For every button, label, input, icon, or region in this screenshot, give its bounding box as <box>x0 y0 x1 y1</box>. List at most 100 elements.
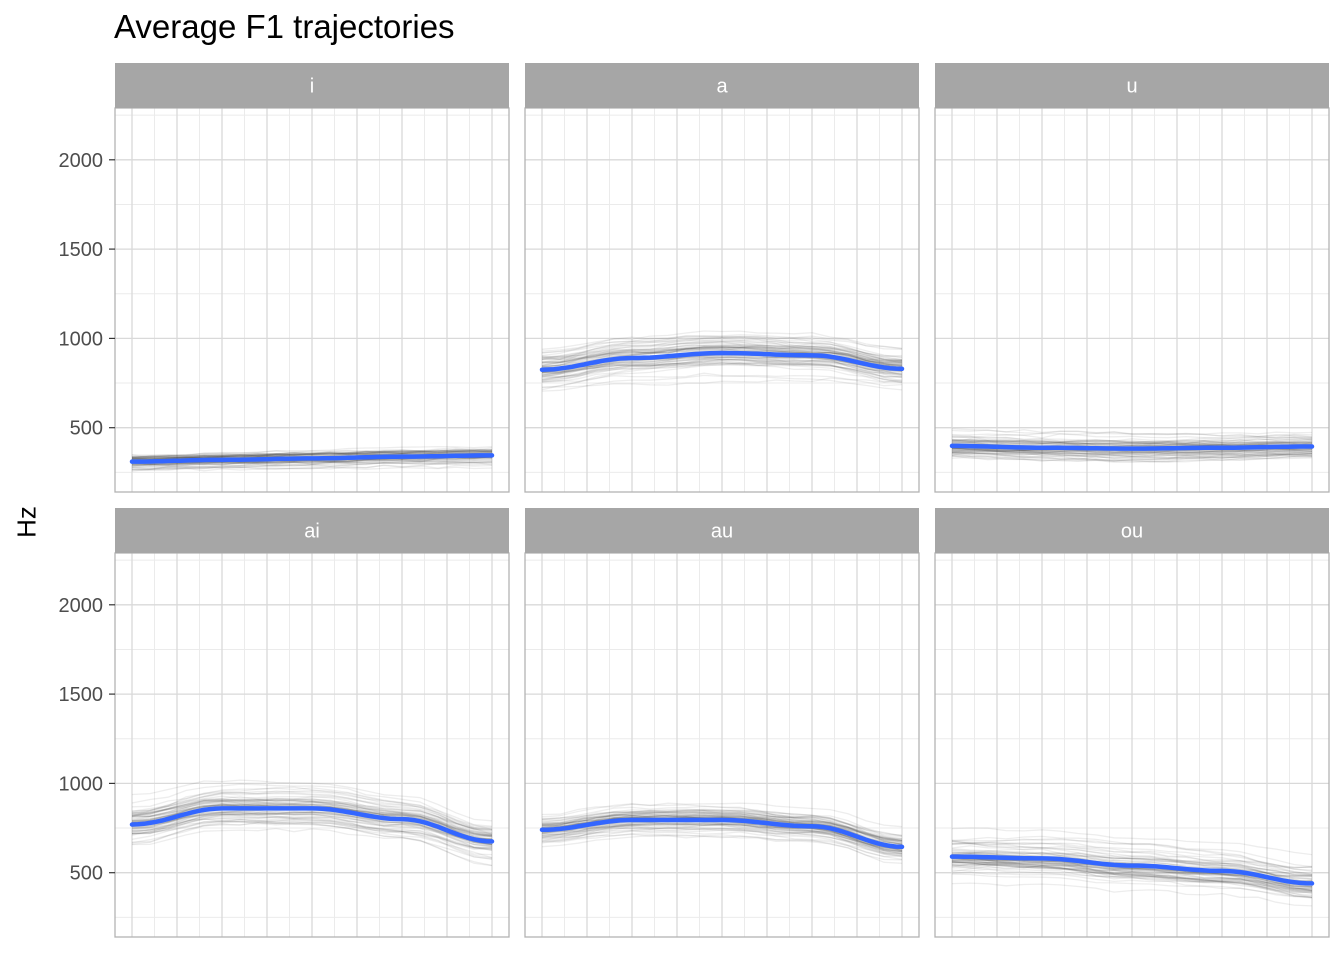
token-trajectory <box>951 842 1313 872</box>
mean-trajectory-line <box>539 350 905 372</box>
y-tick-label: 2000 <box>59 150 104 172</box>
token-trajectory <box>131 451 493 458</box>
token-trajectory <box>131 450 493 460</box>
token-trajectory <box>951 447 1313 457</box>
token-trajectory <box>541 334 903 357</box>
token-trajectory <box>951 449 1313 462</box>
token-trajectory <box>131 798 493 836</box>
token-trajectory <box>951 446 1313 454</box>
token-trajectory <box>541 822 903 855</box>
token-trajectory <box>541 809 903 838</box>
token-trajectory <box>951 450 1313 455</box>
token-trajectory <box>541 342 903 365</box>
token-trajectory <box>951 447 1313 457</box>
facet-strip <box>525 63 919 108</box>
token-trajectory <box>541 358 903 381</box>
token-trajectory <box>951 858 1313 894</box>
token-trajectory <box>541 336 903 364</box>
token-trajectory <box>952 433 1313 439</box>
token-trajectory <box>131 456 493 466</box>
token-trajectory <box>541 360 903 378</box>
token-trajectory <box>951 450 1313 463</box>
token-trajectory <box>951 442 1312 456</box>
token-trajectory <box>132 816 493 861</box>
mean-trajectory-line <box>129 806 495 844</box>
y-tick-label: 500 <box>70 418 103 440</box>
token-trajectory <box>541 354 903 376</box>
token-trajectory <box>131 797 493 838</box>
facet-strip <box>935 508 1329 553</box>
token-trajectory <box>131 783 493 827</box>
token-trajectory <box>131 801 493 836</box>
mean-trajectory-line <box>949 443 1315 451</box>
token-trajectory <box>951 438 1313 446</box>
token-trajectory <box>131 810 493 850</box>
token-trajectory <box>951 855 1313 891</box>
y-tick-label: 1500 <box>59 239 104 261</box>
facet-strip-label: a <box>716 76 728 98</box>
token-trajectory <box>951 861 1313 888</box>
facet-strip-label: au <box>711 521 733 543</box>
token-trajectory <box>131 821 493 867</box>
token-trajectory <box>541 821 903 855</box>
y-tick-label: 1000 <box>59 328 104 350</box>
token-trajectory <box>541 830 903 860</box>
token-trajectory <box>951 861 1313 890</box>
token-trajectory <box>541 341 903 362</box>
token-trajectory <box>541 359 903 370</box>
mean-trajectory-line <box>949 854 1315 886</box>
token-trajectory <box>951 837 1313 871</box>
token-trajectory <box>951 438 1313 444</box>
token-trajectory <box>951 447 1313 456</box>
token-trajectory <box>951 857 1313 893</box>
facet-panel-au: au <box>524 508 920 938</box>
token-trajectory <box>541 810 903 845</box>
facet-panel-i: i <box>114 63 510 493</box>
token-trajectory <box>951 440 1313 446</box>
token-trajectory <box>131 779 493 822</box>
token-trajectory <box>951 854 1313 890</box>
token-trajectory <box>951 438 1313 444</box>
token-trajectory <box>541 356 903 378</box>
token-trajectory <box>131 798 493 831</box>
token-trajectory <box>131 450 493 463</box>
facet-panel-ai: ai <box>114 508 510 938</box>
token-trajectory <box>951 852 1313 878</box>
facet-panel-u: u <box>934 63 1330 493</box>
token-trajectory <box>131 801 493 834</box>
token-trajectory <box>951 451 1313 456</box>
token-trajectory <box>951 868 1312 892</box>
facet-strip-label: i <box>310 76 314 98</box>
token-trajectory <box>131 449 493 460</box>
token-trajectory <box>131 462 493 472</box>
token-trajectory <box>131 445 493 459</box>
token-trajectory <box>131 450 493 458</box>
token-trajectory <box>541 828 903 855</box>
token-trajectory <box>131 818 493 849</box>
token-trajectory <box>951 433 1313 444</box>
token-trajectory <box>951 845 1313 883</box>
token-trajectory <box>951 440 1313 447</box>
token-trajectory <box>541 346 903 368</box>
token-trajectory <box>541 344 903 368</box>
token-trajectory <box>131 813 493 851</box>
token-trajectory <box>542 815 903 842</box>
token-trajectory <box>541 347 903 367</box>
token-trajectory <box>541 335 903 359</box>
token-trajectory <box>951 861 1313 894</box>
token-trajectory <box>131 818 493 852</box>
token-trajectory <box>541 822 903 852</box>
token-trajectory <box>541 340 903 369</box>
token-trajectory <box>132 449 493 456</box>
token-trajectory <box>131 461 493 471</box>
token-trajectory <box>541 826 903 853</box>
token-trajectory <box>951 449 1313 455</box>
token-trajectory <box>131 786 493 835</box>
token-trajectory <box>541 826 903 857</box>
token-trajectory <box>951 448 1313 455</box>
token-trajectory <box>951 452 1313 457</box>
token-trajectory <box>541 810 903 845</box>
token-trajectory <box>131 812 493 843</box>
token-trajectory <box>131 461 493 467</box>
token-trajectory <box>951 866 1313 898</box>
